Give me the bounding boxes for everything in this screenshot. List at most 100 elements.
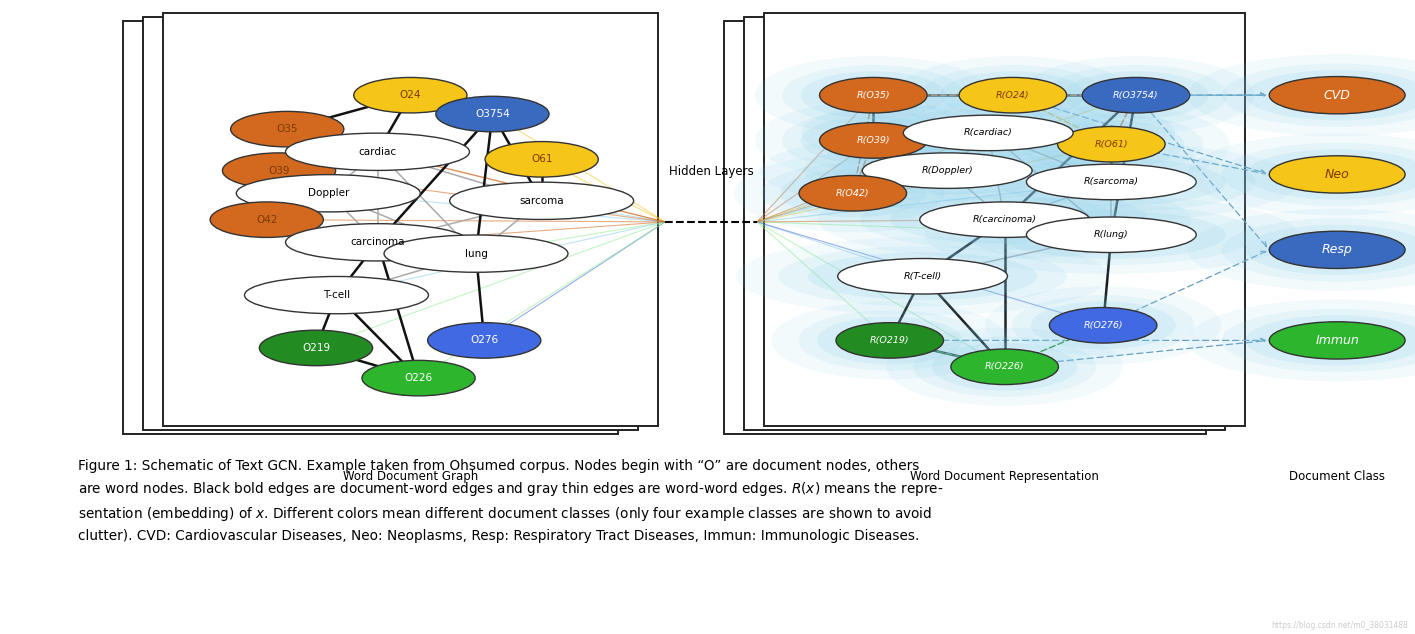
- Ellipse shape: [286, 133, 470, 171]
- FancyBboxPatch shape: [764, 13, 1245, 426]
- Ellipse shape: [286, 224, 470, 261]
- Ellipse shape: [1064, 71, 1208, 119]
- Ellipse shape: [1221, 63, 1415, 127]
- Text: Neo: Neo: [1324, 168, 1350, 181]
- Ellipse shape: [818, 181, 1191, 259]
- Ellipse shape: [903, 115, 1073, 151]
- Text: R(O39): R(O39): [856, 136, 890, 145]
- Text: Word Document Representation: Word Document Representation: [910, 470, 1099, 484]
- Text: Word Document Graph: Word Document Graph: [342, 470, 478, 484]
- FancyBboxPatch shape: [143, 17, 638, 430]
- Text: O61: O61: [531, 154, 552, 164]
- Ellipse shape: [920, 202, 1090, 238]
- Ellipse shape: [966, 152, 1255, 212]
- Ellipse shape: [1221, 309, 1415, 372]
- FancyBboxPatch shape: [724, 22, 1206, 434]
- Text: R(carcinoma): R(carcinoma): [972, 215, 1037, 224]
- Ellipse shape: [959, 77, 1067, 113]
- Ellipse shape: [1039, 120, 1184, 168]
- Ellipse shape: [245, 276, 429, 314]
- Ellipse shape: [1269, 231, 1405, 269]
- Ellipse shape: [778, 246, 1067, 306]
- Text: Doppler: Doppler: [307, 188, 350, 198]
- Ellipse shape: [362, 360, 475, 396]
- Ellipse shape: [1187, 133, 1415, 216]
- Text: Resp: Resp: [1322, 243, 1353, 256]
- Ellipse shape: [760, 132, 1133, 210]
- FancyBboxPatch shape: [163, 13, 658, 426]
- Text: O3754: O3754: [475, 109, 509, 119]
- Ellipse shape: [1082, 77, 1190, 113]
- Ellipse shape: [231, 112, 344, 147]
- Text: sarcoma: sarcoma: [519, 196, 565, 206]
- Ellipse shape: [996, 158, 1225, 206]
- Ellipse shape: [436, 96, 549, 132]
- Text: R(O35): R(O35): [856, 91, 890, 100]
- Ellipse shape: [1017, 56, 1254, 134]
- Ellipse shape: [1221, 218, 1415, 281]
- Ellipse shape: [1020, 114, 1203, 174]
- Ellipse shape: [951, 349, 1058, 385]
- Ellipse shape: [921, 65, 1104, 126]
- Ellipse shape: [780, 169, 925, 217]
- Ellipse shape: [940, 71, 1085, 119]
- Text: R(Doppler): R(Doppler): [921, 166, 974, 175]
- Ellipse shape: [1030, 301, 1176, 349]
- Ellipse shape: [1012, 295, 1194, 356]
- Ellipse shape: [1269, 322, 1405, 359]
- Text: Immun: Immun: [1316, 334, 1358, 347]
- Ellipse shape: [1245, 149, 1415, 200]
- Ellipse shape: [985, 287, 1221, 365]
- Ellipse shape: [211, 202, 323, 238]
- Ellipse shape: [1057, 127, 1165, 162]
- Ellipse shape: [862, 153, 1032, 188]
- Ellipse shape: [924, 196, 1298, 274]
- Text: R(cardiac): R(cardiac): [964, 129, 1013, 138]
- Ellipse shape: [996, 210, 1225, 259]
- Ellipse shape: [756, 101, 992, 179]
- Ellipse shape: [802, 141, 1091, 201]
- Text: https://blog.csdn.net/m0_38031488: https://blog.csdn.net/m0_38031488: [1271, 621, 1408, 630]
- Ellipse shape: [1050, 307, 1157, 343]
- Ellipse shape: [801, 71, 947, 119]
- Ellipse shape: [1245, 224, 1415, 275]
- Ellipse shape: [801, 117, 947, 164]
- Ellipse shape: [1026, 164, 1196, 200]
- Ellipse shape: [966, 205, 1255, 265]
- Ellipse shape: [734, 154, 971, 232]
- Ellipse shape: [836, 323, 944, 358]
- Ellipse shape: [259, 330, 372, 366]
- Ellipse shape: [808, 252, 1037, 301]
- Ellipse shape: [1245, 315, 1415, 366]
- Ellipse shape: [843, 103, 1132, 163]
- Text: O42: O42: [256, 215, 277, 224]
- Ellipse shape: [890, 196, 1119, 243]
- Text: R(O24): R(O24): [996, 91, 1030, 100]
- Text: Hidden Layers: Hidden Layers: [669, 164, 753, 178]
- Ellipse shape: [782, 65, 965, 126]
- Ellipse shape: [782, 110, 965, 171]
- Ellipse shape: [932, 343, 1077, 391]
- Ellipse shape: [819, 77, 927, 113]
- FancyBboxPatch shape: [123, 22, 618, 434]
- Text: O39: O39: [269, 165, 290, 176]
- Text: R(T-cell): R(T-cell): [903, 272, 942, 281]
- Ellipse shape: [756, 56, 992, 134]
- Ellipse shape: [886, 328, 1124, 406]
- Ellipse shape: [799, 176, 907, 211]
- Text: lung: lung: [464, 249, 487, 259]
- Ellipse shape: [1187, 54, 1415, 136]
- Text: O219: O219: [301, 343, 330, 353]
- Ellipse shape: [1269, 77, 1405, 114]
- Text: cardiac: cardiac: [358, 147, 396, 157]
- FancyBboxPatch shape: [744, 17, 1225, 430]
- Text: O24: O24: [399, 90, 422, 100]
- Ellipse shape: [993, 105, 1230, 183]
- Ellipse shape: [832, 146, 1061, 195]
- Ellipse shape: [354, 77, 467, 113]
- Text: O35: O35: [276, 124, 299, 134]
- Ellipse shape: [801, 94, 1174, 172]
- Ellipse shape: [873, 109, 1102, 157]
- Text: O276: O276: [470, 335, 498, 346]
- Ellipse shape: [485, 141, 599, 177]
